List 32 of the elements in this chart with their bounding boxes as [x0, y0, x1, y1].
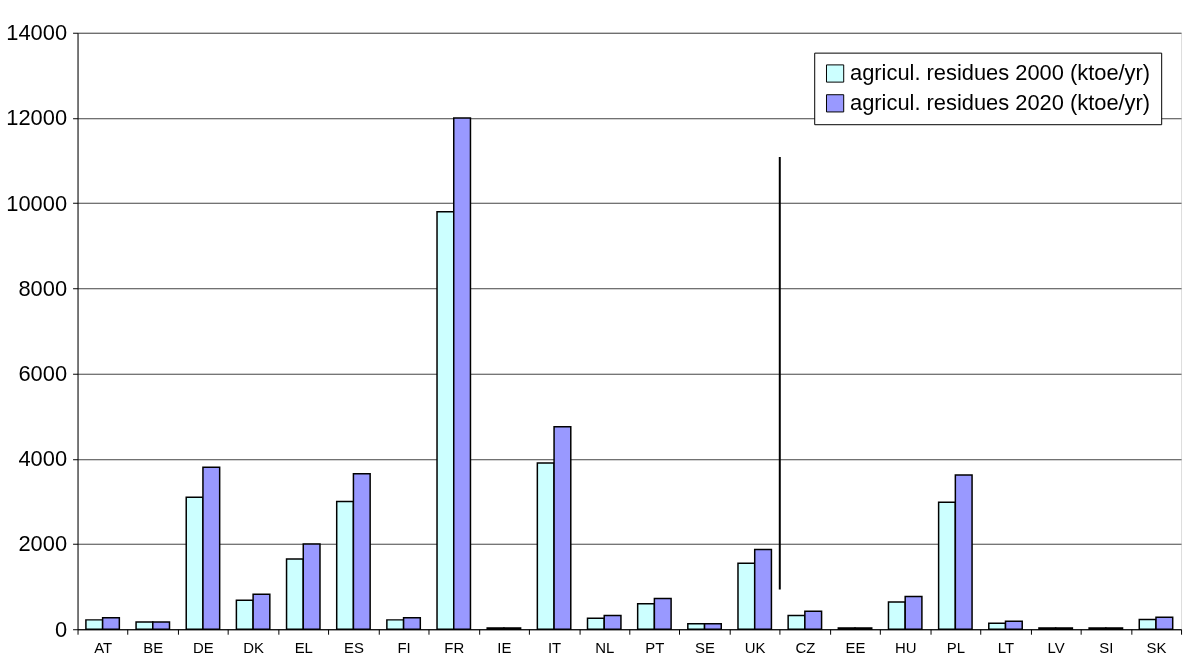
x-tick-label: CZ: [795, 639, 816, 656]
x-tick-label: LV: [1047, 639, 1065, 656]
x-tick-label: FI: [397, 639, 411, 656]
legend-label: agricul. residues 2000 (ktoe/yr): [850, 60, 1151, 86]
y-tick-label: 12000: [6, 105, 68, 131]
x-tick-label: ES: [343, 639, 364, 656]
x-tick-label: PL: [946, 639, 965, 656]
x-tick-label: BE: [143, 639, 164, 656]
y-tick-label: 6000: [18, 361, 68, 387]
y-tick-label: 10000: [6, 190, 68, 216]
x-tick-label: SK: [1146, 639, 1167, 656]
x-tick-label: IT: [547, 639, 562, 656]
x-tick-label: HU: [894, 639, 917, 656]
y-tick-label: 14000: [6, 20, 68, 46]
y-tick-label: 0: [54, 616, 68, 642]
x-tick-label: AT: [94, 639, 113, 656]
x-tick-label: UK: [744, 639, 766, 656]
x-tick-label: LT: [997, 639, 1015, 656]
x-tick-label: DE: [193, 639, 214, 656]
x-tick-label: EL: [294, 639, 313, 656]
x-tick-label: EE: [845, 639, 866, 656]
x-tick-label: PT: [645, 639, 665, 656]
x-tick-label: FR: [444, 639, 465, 656]
x-tick-label: SI: [1099, 639, 1114, 656]
x-tick-label: DK: [243, 639, 265, 656]
x-tick-label: SE: [695, 639, 716, 656]
y-tick-label: 4000: [18, 446, 68, 472]
y-tick-label: 2000: [18, 531, 68, 557]
y-tick-label: 8000: [18, 275, 68, 301]
x-tick-label: NL: [595, 639, 615, 656]
legend-label: agricul. residues 2020 (ktoe/yr): [850, 90, 1151, 116]
x-tick-label: IE: [497, 639, 512, 656]
